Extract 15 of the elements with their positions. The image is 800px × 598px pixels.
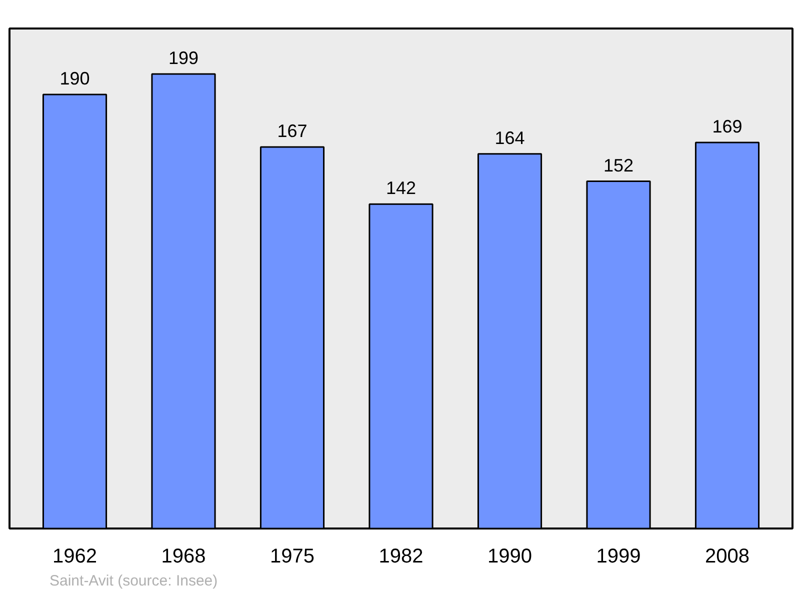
data-label: 199 (168, 48, 199, 68)
data-label: 169 (712, 116, 742, 136)
x-tick-label: 1999 (596, 546, 641, 568)
data-label: 167 (277, 121, 308, 142)
x-tick-label: 1990 (488, 546, 532, 568)
x-tick-label: 1968 (161, 546, 206, 568)
data-label: 152 (603, 155, 634, 176)
data-label: 164 (494, 128, 525, 148)
data-label: 142 (386, 178, 416, 198)
x-tick-label: 1962 (52, 546, 98, 568)
x-tick-label: 1975 (270, 546, 315, 568)
data-label: 190 (60, 68, 90, 89)
x-tick-label: 1982 (378, 546, 424, 568)
x-tick-label: 2008 (705, 546, 750, 568)
text: Saint-Avit (source: Insee) (50, 572, 218, 590)
